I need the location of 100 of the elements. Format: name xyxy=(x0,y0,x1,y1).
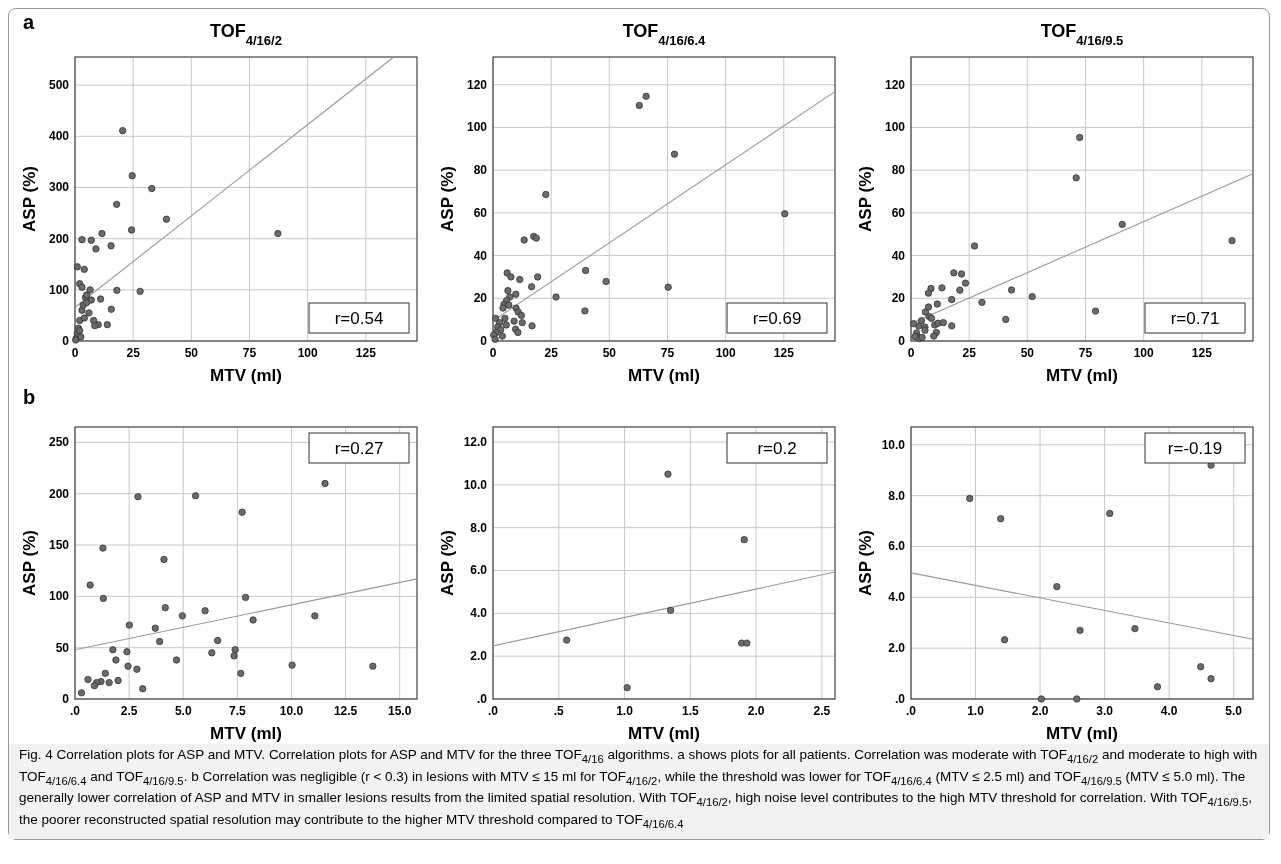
x-tick-label: 7.5 xyxy=(229,704,247,718)
y-tick-label: 10.0 xyxy=(881,437,906,452)
y-axis-title: ASP (%) xyxy=(856,166,875,232)
y-tick-label: 0 xyxy=(480,334,488,348)
x-tick-label: 75 xyxy=(1078,346,1093,360)
x-tick-label: 50 xyxy=(602,346,617,360)
y-tick-label: 10.0 xyxy=(463,477,488,492)
x-axis-title: MTV (ml) xyxy=(1046,366,1118,385)
x-tick-label: 2.5 xyxy=(813,704,831,718)
y-tick-label: 6.0 xyxy=(888,539,906,554)
y-tick-label: 6.0 xyxy=(470,563,488,578)
y-tick-label: 100 xyxy=(466,120,488,135)
x-tick-label: 75 xyxy=(242,346,257,360)
y-tick-label: 120 xyxy=(884,77,906,92)
y-tick-label: 100 xyxy=(884,120,906,135)
y-tick-label: 300 xyxy=(48,180,70,195)
correlation-box: r=0.71 xyxy=(1144,302,1246,334)
correlation-box: r=0.54 xyxy=(308,302,410,334)
y-tick-label: .0 xyxy=(894,692,906,706)
y-tick-label: 4.0 xyxy=(470,606,488,621)
annotation: r=-0.19 xyxy=(1167,439,1223,458)
x-tick-label: .0 xyxy=(487,704,499,718)
x-tick-label: 125 xyxy=(355,346,377,360)
x-tick-label: 1.5 xyxy=(681,704,699,718)
text: a xyxy=(23,11,35,33)
annotation: r=0.27 xyxy=(334,439,384,458)
x-tick-label: 2.0 xyxy=(1031,704,1049,718)
x-tick-label: 125 xyxy=(1191,346,1213,360)
x-tick-label: 2.5 xyxy=(120,704,138,718)
y-tick-label: 80 xyxy=(891,163,906,178)
y-tick-label: 400 xyxy=(48,129,70,144)
x-tick-label: 25 xyxy=(126,346,141,360)
x-tick-label: 50 xyxy=(1020,346,1035,360)
y-tick-label: 120 xyxy=(466,77,488,92)
correlation-box: r=0.2 xyxy=(726,432,828,464)
y-axis-title: ASP (%) xyxy=(438,530,457,596)
y-tick-label: 8.0 xyxy=(888,488,906,503)
x-tick-label: 1.0 xyxy=(616,704,634,718)
annotation: r=0.2 xyxy=(757,439,797,458)
text: Fig. 4 Correlation plots for ASP and MTV. Correlation plots for ASP and MTV for the three TOF$_{4/16}$ algorithms. a shows plots for all patients. Correlation was moderate with TOF$_{4/16/2}$ and moderate to high with TOF$_{4/16/6.4}$ and TOF$_{4/16/9.5}$. b Correlation was negligible (r < 0.3) in lesions with MTV ≤ 15 ml for TOF$_{4/16/2}$, while the threshold was lower for TOF$_{4/16/6.4}$ (MTV ≤ 2.5 ml) and TOF$_{4/16/9.5}$ (MTV ≤ 5.0 ml). The generally lower correlation of ASP and MTV in smaller lesions results from the limited spatial resolution. With TOF$_{4/16/2}$, high noise level contributes to the high MTV threshold for correlation. With TOF$_{4/16/9.5}$, the poorer reconstructed spatial resolution may contribute to the higher MTV threshold compared to TOF$_{4/16/6.4}$ xyxy=(19,747,1258,830)
x-tick-label: 125 xyxy=(773,346,795,360)
y-tick-label: 8.0 xyxy=(470,520,488,535)
x-tick-label: 15.0 xyxy=(388,704,412,718)
y-tick-label: 0 xyxy=(62,334,70,348)
x-tick-label: 12.5 xyxy=(333,704,358,718)
chart-title: TOF$_{4/16/2}$ xyxy=(210,21,282,48)
chart-title: TOF$_{4/16/9.5}$ xyxy=(1040,21,1124,48)
y-tick-label: 0 xyxy=(62,692,70,706)
correlation-box: r=0.27 xyxy=(308,432,410,464)
x-tick-label: 75 xyxy=(660,346,675,360)
x-axis-title: MTV (ml) xyxy=(628,366,700,385)
y-tick-label: 2.0 xyxy=(470,649,488,664)
y-tick-label: 20 xyxy=(473,291,488,306)
x-tick-label: 25 xyxy=(544,346,559,360)
x-axis-title: MTV (ml) xyxy=(210,366,282,385)
annotation: r=0.54 xyxy=(334,309,384,328)
annotation: r=0.69 xyxy=(752,309,802,328)
y-tick-label: 150 xyxy=(48,538,70,553)
correlation-box: r=0.69 xyxy=(726,302,828,334)
y-tick-label: 100 xyxy=(48,282,70,297)
x-tick-label: 5.0 xyxy=(1225,704,1243,718)
y-tick-label: 80 xyxy=(473,163,488,178)
y-tick-label: 20 xyxy=(891,291,906,306)
x-tick-label: 100 xyxy=(715,346,736,360)
y-tick-label: 50 xyxy=(55,640,70,655)
annotation: r=0.71 xyxy=(1170,309,1220,328)
x-axis-title: MTV (ml) xyxy=(1046,724,1118,743)
y-tick-label: 250 xyxy=(48,435,70,450)
y-tick-label: 40 xyxy=(473,248,488,263)
text: b xyxy=(23,386,36,408)
y-tick-label: 2.0 xyxy=(888,641,906,656)
y-tick-label: 500 xyxy=(48,78,70,93)
y-axis-title: ASP (%) xyxy=(20,530,39,596)
y-axis-title: ASP (%) xyxy=(20,166,39,232)
x-tick-label: 50 xyxy=(184,346,199,360)
y-tick-label: .0 xyxy=(476,692,488,706)
x-tick-label: 2.0 xyxy=(747,704,765,718)
x-tick-label: 3.0 xyxy=(1096,704,1114,718)
y-tick-label: 0 xyxy=(898,334,906,348)
x-tick-label: 10.0 xyxy=(279,704,304,718)
x-tick-label: 100 xyxy=(1133,346,1154,360)
y-tick-label: 4.0 xyxy=(888,590,906,605)
y-tick-label: 40 xyxy=(891,248,906,263)
y-tick-label: 60 xyxy=(891,205,906,220)
x-axis-title: MTV (ml) xyxy=(210,724,282,743)
chart-title: TOF$_{4/16/6.4}$ xyxy=(622,21,707,48)
correlation-box: r=-0.19 xyxy=(1144,432,1246,464)
y-tick-label: 60 xyxy=(473,205,488,220)
y-tick-label: 100 xyxy=(48,589,70,604)
x-tick-label: 0 xyxy=(907,346,915,360)
x-tick-label: 0 xyxy=(71,346,79,360)
x-axis-title: MTV (ml) xyxy=(628,724,700,743)
x-tick-label: .5 xyxy=(553,704,565,718)
x-tick-label: .0 xyxy=(905,704,917,718)
y-tick-label: 12.0 xyxy=(463,434,488,449)
x-tick-label: 5.0 xyxy=(174,704,192,718)
x-tick-label: 4.0 xyxy=(1160,704,1178,718)
x-tick-label: 1.0 xyxy=(967,704,985,718)
x-tick-label: 25 xyxy=(962,346,977,360)
x-tick-label: 100 xyxy=(297,346,318,360)
